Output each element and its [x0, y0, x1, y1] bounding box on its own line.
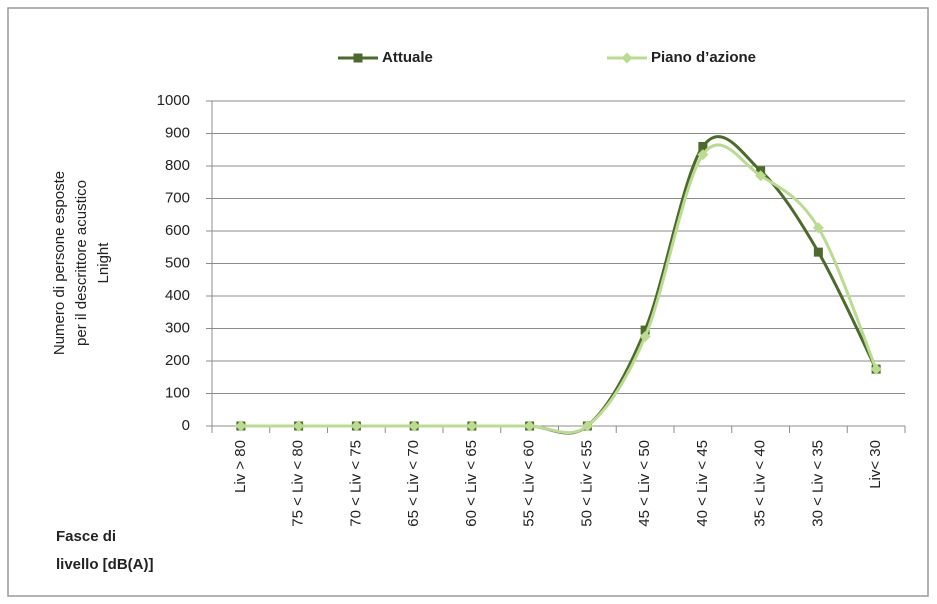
y-tick-label: 700 — [165, 189, 190, 206]
data-point — [524, 420, 536, 432]
y-axis-label: per il descrittore acustico — [73, 180, 90, 346]
data-point — [581, 420, 593, 432]
x-tick-label: 50 < Liv < 55 — [578, 440, 595, 527]
x-tick-label: 65 < Liv < 70 — [405, 440, 422, 527]
y-tick-label: 900 — [165, 124, 190, 141]
data-point — [870, 363, 882, 375]
data-point — [350, 420, 362, 432]
y-tick-label: 300 — [165, 319, 190, 336]
data-point — [698, 142, 708, 151]
y-tick-label: 400 — [165, 287, 190, 304]
x-tick-label: 55 < Liv < 60 — [521, 440, 538, 527]
x-tick-label: 70 < Liv < 75 — [347, 440, 364, 527]
y-tick-label: 200 — [165, 352, 190, 369]
chart-frame — [7, 7, 929, 597]
legend-label: Attuale — [382, 49, 433, 66]
y-axis-label: Lnight — [95, 242, 112, 284]
y-tick-label: 0 — [182, 417, 190, 434]
data-point — [812, 222, 824, 234]
x-tick-label: 40 < Liv < 45 — [694, 440, 711, 527]
data-point — [466, 420, 478, 432]
y-tick-label: 500 — [165, 254, 190, 271]
y-tick-label: 1000 — [157, 92, 190, 109]
y-tick-label: 800 — [165, 157, 190, 174]
x-tick-label: 75 < Liv < 80 — [290, 440, 307, 527]
legend-marker — [353, 53, 363, 63]
legend-label: Piano d’azione — [651, 49, 756, 66]
data-point — [408, 420, 420, 432]
data-point — [755, 170, 767, 182]
data-point — [697, 149, 709, 161]
data-point — [813, 247, 823, 257]
data-point — [640, 325, 650, 335]
y-tick-label: 100 — [165, 384, 190, 401]
x-tick-label: Liv > 80 — [232, 440, 249, 493]
x-tick-label: Liv< 30 — [867, 440, 884, 489]
data-point — [235, 420, 247, 432]
x-tick-label: 60 < Liv < 65 — [463, 440, 480, 527]
data-point — [293, 420, 305, 432]
x-axis-label: Fasce di — [56, 528, 116, 545]
legend-marker — [621, 52, 633, 64]
x-axis-label: livello [dB(A)] — [56, 556, 154, 573]
y-axis-label: Numero di persone esposte — [51, 171, 68, 355]
x-tick-label: 35 < Liv < 40 — [752, 440, 769, 527]
x-tick-label: 30 < Liv < 35 — [809, 440, 826, 527]
data-point — [639, 331, 651, 343]
x-tick-label: 45 < Liv < 50 — [636, 440, 653, 527]
y-tick-label: 600 — [165, 222, 190, 239]
